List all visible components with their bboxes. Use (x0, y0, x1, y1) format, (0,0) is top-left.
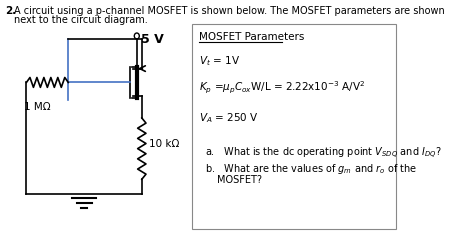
Text: next to the circuit diagram.: next to the circuit diagram. (14, 15, 148, 25)
Text: MOSFET?: MOSFET? (217, 175, 262, 185)
Text: MOSFET Parameters: MOSFET Parameters (199, 32, 304, 42)
Text: a.   What is the dc operating point $V_{SDQ}$ and $I_{DQ}$?: a. What is the dc operating point $V_{SD… (205, 146, 442, 161)
Text: 10 kΩ: 10 kΩ (148, 139, 179, 149)
Text: b.   What are the values of $g_m$ and $r_o$ of the: b. What are the values of $g_m$ and $r_o… (205, 162, 418, 176)
Text: $V_A$ = 250 V: $V_A$ = 250 V (199, 111, 258, 125)
Text: A circuit using a p-channel MOSFET is shown below. The MOSFET parameters are sho: A circuit using a p-channel MOSFET is sh… (14, 6, 445, 16)
Bar (192, 24, 396, 229)
Text: 2.: 2. (5, 6, 16, 16)
Text: 5 V: 5 V (141, 33, 164, 46)
Text: $K_p$ =$\mu_p C_{ox}$W/L = 2.22x10$^{-3}$ A/V$^2$: $K_p$ =$\mu_p C_{ox}$W/L = 2.22x10$^{-3}… (199, 79, 365, 96)
Text: $V_t$ = 1V: $V_t$ = 1V (199, 54, 240, 67)
Text: 1 MΩ: 1 MΩ (24, 102, 51, 112)
